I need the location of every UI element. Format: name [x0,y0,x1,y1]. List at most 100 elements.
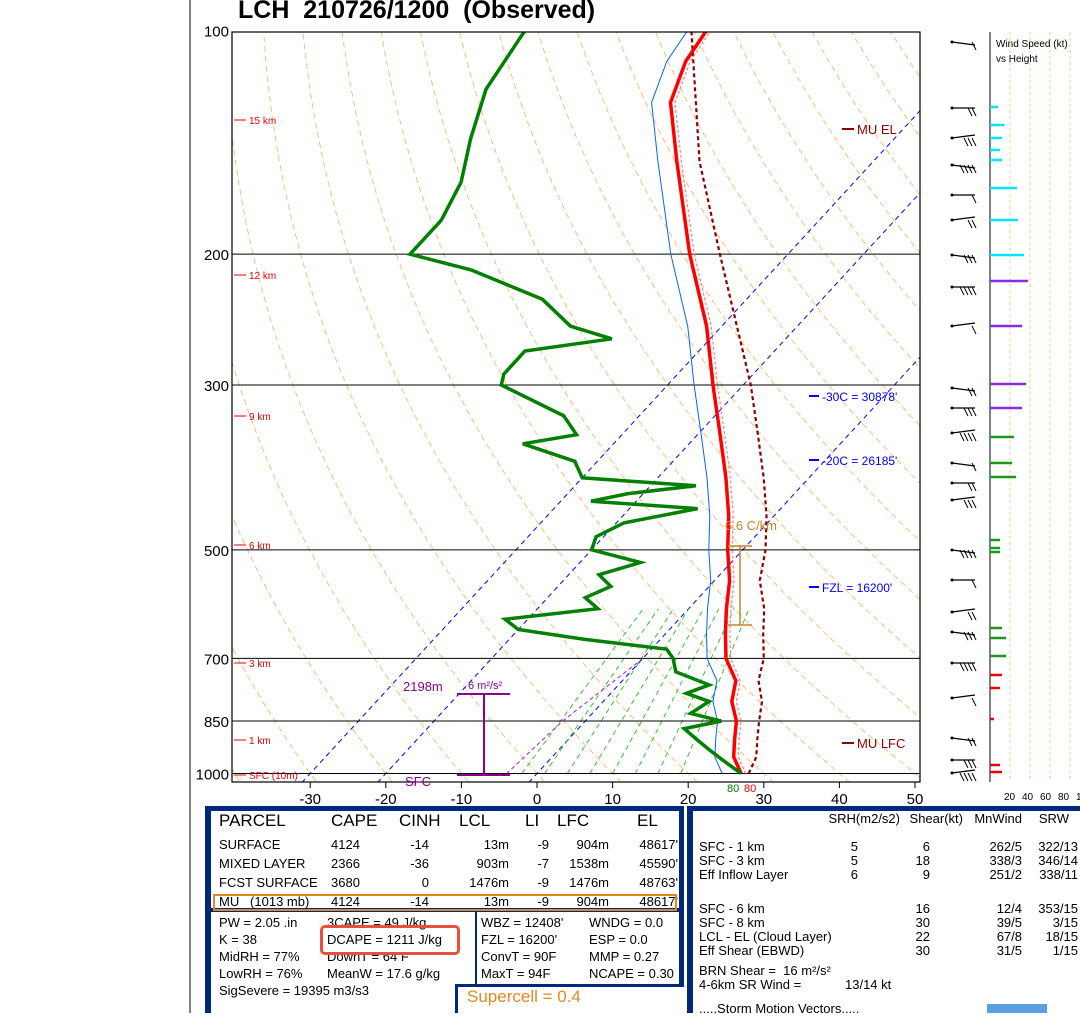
wind-barb-flag [968,255,972,263]
wind-barb-flag [972,108,976,116]
parcel-cell: -9 [537,876,549,890]
parcel-header: CINH [399,814,441,828]
dry-adiabat [655,31,1080,790]
wind-barb-flag [968,483,972,491]
dry-adiabat [103,31,321,790]
dry-adiabat [772,31,1080,790]
parcel-cell: 0 [422,876,429,890]
wind-barb-flag [960,663,964,671]
wind-barb [952,695,975,698]
index-col4: WNDG = 0.0 [589,916,663,930]
parcel-cell: 48617' [639,838,678,852]
sr-wind-label: 4-6km SR Wind = [699,978,801,992]
dry-adiabat [60,31,245,790]
wind-barb-flag [972,255,976,263]
wind-barb-flag [968,220,972,228]
wind-barb-base [951,325,954,328]
wind-barb-flag [960,773,964,781]
shear-kt: 9 [923,868,930,882]
dcape-highlight [320,925,460,955]
wind-barb-flag [968,165,972,173]
wind-barb-flag [972,663,976,671]
sr-wind-value: 13/14 kt [845,978,891,992]
dry-adiabat [264,31,629,790]
dry-adiabat [1007,31,1080,790]
wind-barb-flag [972,483,976,491]
wind-barb-flag [968,500,972,508]
wind-barb-base [951,697,954,700]
parcel-cell: MIXED LAYER [219,857,305,871]
dry-adiabat [733,31,1080,790]
wind-barb-flag [968,138,972,146]
parcel-cell: 13m [484,838,509,852]
t30-label: -30C = 30878' [822,390,897,404]
height-label: 15 km [249,116,276,127]
shear-label: Eff Shear (EBWD) [699,944,804,958]
wind-barb-flag [968,388,972,396]
shear-mnwind: 31/5 [997,944,1022,958]
wind-barb-flag [964,287,968,295]
wind-barb-flag [968,773,972,781]
wind-barb-flag [968,663,972,671]
dry-adiabat [420,31,935,790]
shear-label: SFC - 1 km [699,840,765,854]
wind-barb-base [951,772,954,775]
height-label: 1 km [249,736,271,747]
wind-barb-flag [972,760,976,768]
wind-barb [952,550,975,553]
parcel-cell: 3680 [331,876,360,890]
wind-barb-base [951,462,954,465]
wind-barb [952,217,975,220]
mixing-ratio-line [567,609,673,774]
shear-srh: 5 [851,854,858,868]
dry-adiabat [929,31,1080,790]
shear-srh: 6 [851,868,858,882]
index-col4: ESP = 0.0 [589,933,648,947]
wind-barb-flag [972,773,976,781]
wind-barb-flag [964,663,968,671]
index-col4: MMP = 0.27 [589,950,659,964]
wind-barb-flag [968,738,972,746]
parcel-cell: 1476m [469,876,509,890]
wind-barb-flag [960,433,964,441]
wind-barb-flag [964,632,968,640]
wind-panel-tick: 1 [1076,792,1080,803]
parcel-cell: -14 [410,838,429,852]
wind-barb [952,255,975,258]
index-col1: PW = 2.05 .in [219,916,297,930]
dry-adiabat [811,31,1080,790]
wind-barb-base [951,482,954,485]
wind-barb [952,42,975,45]
pressure-tick-label: 200 [204,247,229,264]
wind-barb-base [951,549,954,552]
wind-barb-base [951,137,954,140]
height-label: 3 km [249,659,271,670]
wind-barb-flag [972,698,976,706]
shear-kt: 30 [916,944,930,958]
dcape-height: 2198m [403,679,443,694]
shear-mnwind: 67/8 [997,930,1022,944]
wind-barb-base [951,194,954,197]
wind-barb-flag [968,760,972,768]
mu-lfc-label: MU LFC [857,736,905,751]
wind-barb-flag [972,632,976,640]
pressure-tick-label: 1000 [196,767,229,784]
wind-panel-tick: 80 [1058,792,1070,803]
shear-srw: 353/15 [1038,902,1078,916]
wind-barb-flag [964,255,968,263]
shear-kt: 16 [916,902,930,916]
parcel-cell: FCST SURFACE [219,876,318,890]
shear-srh: 5 [851,840,858,854]
shear-kt: 18 [916,854,930,868]
shear-mnwind: 39/5 [997,916,1022,930]
wind-panel-tick: 40 [1022,792,1034,803]
wind-barb [952,497,975,500]
wind-barb-base [951,286,954,289]
wind-barb-flag [972,42,976,50]
shear-mnwind: 12/4 [997,902,1022,916]
wind-barb-flag [960,287,964,295]
parcel-cell: 904m [576,838,609,852]
wind-barb-flag [968,108,972,116]
